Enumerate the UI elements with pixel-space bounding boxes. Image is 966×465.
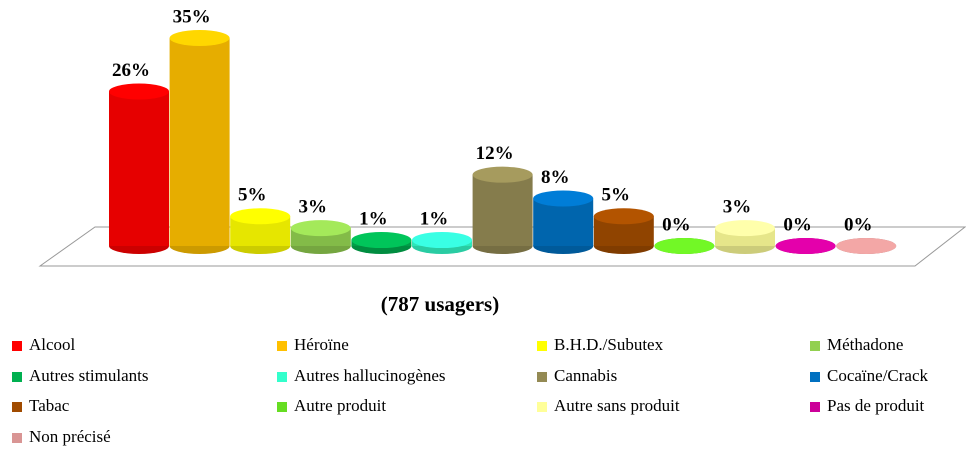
legend-swatch [537,372,547,382]
legend-label: Pas de produit [827,396,925,415]
legend-label: B.H.D./Subutex [554,335,664,354]
bar [593,208,654,254]
legend-swatch [810,372,820,382]
bar [775,238,836,254]
bar-body [472,174,533,246]
bar [836,238,897,254]
value-label: 1% [420,208,449,229]
legend-label: Cocaïne/Crack [827,366,929,385]
legend-label: Autres hallucinogènes [294,366,446,385]
value-label: 1% [359,208,388,229]
legend-swatch [277,372,287,382]
bar-top [109,83,169,100]
bar [351,232,412,254]
legend-swatch [277,402,287,412]
bar [290,220,351,254]
chart-subtitle: (787 usagers) [381,292,499,316]
legend-label: Autre sans produit [554,396,680,415]
legend-label: Cannabis [554,366,617,385]
bar-top [593,208,654,225]
bar-top [775,238,836,254]
value-label: 5% [238,185,267,206]
value-label: 5% [602,185,631,206]
value-label: 3% [723,197,752,218]
legend-label: Autres stimulants [29,366,148,385]
bar [533,190,594,254]
legend-label: Alcool [29,335,76,354]
legend-swatch [12,372,22,382]
bar [230,208,291,254]
legend-swatch [277,341,287,351]
legend-label: Autre produit [294,396,386,415]
bar [109,83,169,254]
bar [412,232,472,254]
value-label: 12% [476,143,514,164]
legend-swatch [12,433,22,443]
legend-label: Tabac [29,396,70,415]
legend-label: Méthadone [827,335,903,354]
value-label: 8% [541,167,570,188]
bar-top [412,232,472,249]
legend-swatch [12,341,22,351]
value-label: 3% [299,197,328,218]
bar-top [654,238,715,254]
legend-label: Héroïne [294,335,349,354]
value-label: 0% [844,214,873,235]
bar-top [351,232,412,249]
bar-top [169,30,230,46]
legend-swatch [12,402,22,412]
bar-top [290,220,351,237]
value-label: 0% [783,214,812,235]
bar [715,220,775,254]
bar [654,238,715,254]
legend-swatch [537,402,547,412]
bar-top [715,220,775,237]
value-label: 0% [662,214,691,235]
bar-top [836,238,897,254]
legend-swatch [810,341,820,351]
value-label: 26% [112,60,150,81]
bar-top [533,190,594,207]
legend-label: Non précisé [29,427,111,446]
bar-top [472,166,533,183]
bar [472,166,533,254]
bar-body [169,38,230,246]
bar-top [230,208,291,225]
legend-swatch [810,402,820,412]
legend-swatch [537,341,547,351]
bar-body [109,91,169,246]
bar [169,30,230,254]
value-label: 35% [173,6,211,27]
